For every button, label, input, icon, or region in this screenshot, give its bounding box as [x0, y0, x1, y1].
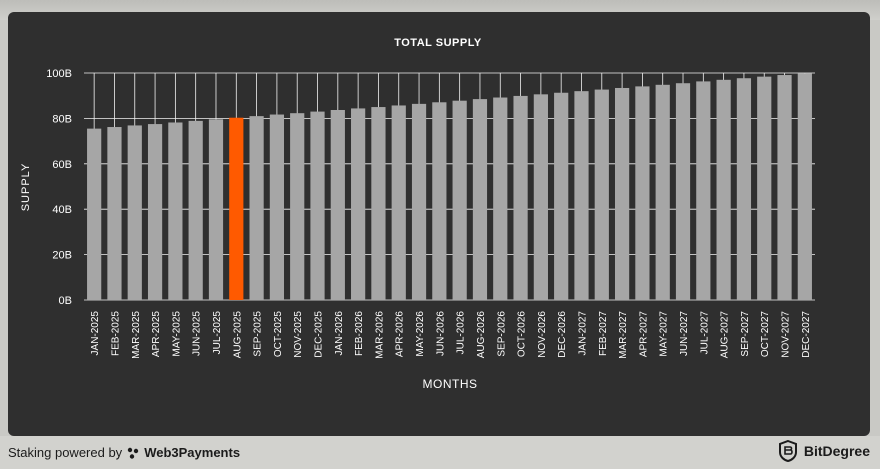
x-tick-label: FEB-2025	[110, 311, 121, 356]
bar	[208, 119, 224, 300]
bar	[188, 120, 203, 300]
bar	[330, 110, 345, 300]
x-tick-label: JUL-2025	[212, 311, 223, 355]
x-tick-label: AUG-2025	[232, 311, 243, 359]
x-tick-label: JUN-2026	[435, 311, 446, 356]
x-axis-label: MONTHS	[423, 377, 478, 391]
bar	[127, 125, 142, 300]
footer: Staking powered by Web3Payments BitDegre…	[0, 436, 880, 469]
x-tick-label: JAN-2027	[577, 311, 588, 356]
x-tick-label: MAR-2026	[374, 311, 385, 359]
y-tick-label: 100B	[46, 68, 72, 80]
x-tick-label: APR-2027	[638, 311, 649, 358]
x-tick-label: JUL-2027	[699, 311, 710, 355]
x-tick-label: DEC-2026	[557, 311, 568, 358]
web3payments-link[interactable]: Web3Payments	[144, 445, 241, 460]
bar	[371, 107, 386, 300]
bar	[554, 92, 569, 301]
x-tick-label: SEP-2025	[253, 311, 264, 357]
bar	[249, 116, 264, 300]
bar	[107, 127, 122, 300]
bar	[594, 89, 609, 300]
web3payments-icon	[127, 447, 139, 459]
x-tick-label: JAN-2026	[334, 311, 345, 356]
bar	[493, 97, 508, 301]
y-axis-label: SUPPLY	[20, 163, 32, 212]
y-tick-label: 60B	[52, 159, 72, 171]
staking-prefix: Staking powered by	[8, 445, 123, 460]
x-tick-label: OCT-2027	[760, 311, 771, 358]
staking-credit: Staking powered by Web3Payments	[8, 445, 240, 460]
bar	[513, 95, 528, 300]
x-tick-label: OCT-2026	[517, 311, 528, 358]
bar	[797, 73, 812, 300]
x-tick-label: APR-2025	[151, 311, 162, 358]
x-tick-label: FEB-2026	[354, 311, 365, 356]
x-tick-label: JUN-2025	[192, 311, 203, 356]
bar	[147, 124, 163, 300]
bar	[290, 113, 305, 300]
x-tick-label: AUG-2026	[476, 311, 487, 359]
y-tick-label: 80B	[52, 113, 72, 125]
bar	[736, 78, 752, 300]
bar	[351, 108, 366, 300]
bar	[533, 94, 548, 300]
x-tick-label: APR-2026	[395, 311, 406, 358]
y-tick-label: 20B	[52, 250, 72, 262]
x-tick-label: MAY-2027	[659, 311, 670, 357]
bar	[411, 103, 427, 300]
bar	[310, 111, 325, 300]
x-tick-label: AUG-2027	[720, 311, 731, 359]
bar	[269, 114, 285, 300]
y-tick-label: 0B	[59, 295, 72, 307]
bar	[432, 102, 447, 301]
bar	[635, 86, 650, 300]
bitdegree-brand[interactable]: BitDegree	[778, 439, 870, 463]
x-tick-label: MAY-2026	[415, 311, 426, 357]
x-tick-label: DEC-2025	[314, 311, 325, 358]
x-tick-label: DEC-2027	[801, 311, 812, 358]
x-tick-label: JAN-2025	[90, 311, 101, 356]
x-tick-label: MAR-2027	[618, 311, 629, 359]
x-tick-label: MAR-2025	[131, 311, 142, 359]
x-tick-label: NOV-2026	[537, 311, 548, 358]
bar	[574, 91, 589, 300]
x-tick-label: JUN-2027	[679, 311, 690, 356]
bar	[391, 105, 406, 300]
x-tick-label: SEP-2026	[496, 311, 507, 357]
bitdegree-shield-icon	[778, 439, 798, 463]
bar	[452, 100, 467, 300]
x-tick-label: OCT-2025	[273, 311, 284, 358]
x-tick-label: SEP-2027	[740, 311, 751, 357]
bar	[675, 83, 691, 300]
bar	[696, 81, 711, 300]
bar	[655, 84, 670, 300]
x-tick-label: NOV-2025	[293, 311, 304, 358]
bar	[716, 79, 731, 300]
bar	[87, 128, 102, 300]
bar	[777, 75, 792, 300]
bar	[614, 87, 630, 301]
x-tick-label: NOV-2027	[781, 311, 792, 358]
bitdegree-label: BitDegree	[803, 443, 870, 459]
chart-title: TOTAL SUPPLY	[394, 37, 482, 49]
bar-highlighted	[229, 117, 244, 301]
bar	[168, 122, 183, 301]
bar	[472, 99, 488, 300]
y-tick-label: 40B	[52, 204, 72, 216]
x-tick-label: JUL-2026	[456, 311, 467, 355]
x-tick-label: MAY-2025	[171, 311, 182, 357]
bar	[757, 76, 772, 301]
x-tick-label: FEB-2027	[598, 311, 609, 356]
